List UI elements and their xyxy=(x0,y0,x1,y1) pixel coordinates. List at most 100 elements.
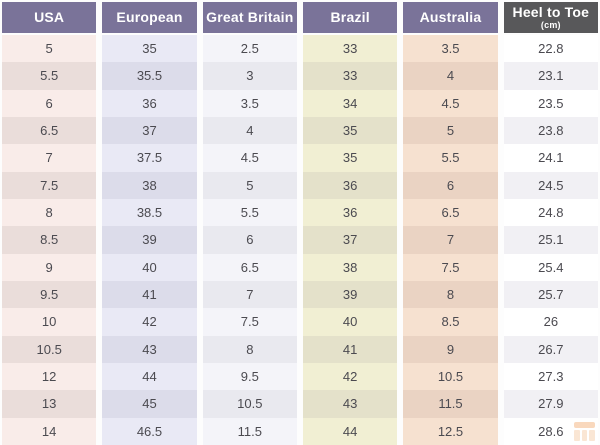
cell-european: 40 xyxy=(102,253,197,281)
cell-usa: 6 xyxy=(2,89,97,117)
cell-great_britain: 11.5 xyxy=(202,417,297,445)
cell-usa: 8.5 xyxy=(2,226,97,254)
cell-brazil: 38 xyxy=(303,253,398,281)
cell-great_britain: 3.5 xyxy=(202,89,297,117)
cell-usa: 14 xyxy=(2,417,97,445)
cell-brazil: 33 xyxy=(303,35,398,63)
column-header-australia: Australia xyxy=(403,2,498,35)
cell-european: 38.5 xyxy=(102,198,197,227)
cell-brazil: 37 xyxy=(303,226,398,254)
cell-great_britain: 2.5 xyxy=(202,35,297,63)
cell-heel_to_toe_cm: 24.5 xyxy=(503,171,598,199)
cell-european: 37.5 xyxy=(102,144,197,172)
cell-brazil: 43 xyxy=(303,390,398,418)
cell-usa: 8 xyxy=(2,198,97,227)
cell-european: 41 xyxy=(102,280,197,309)
cell-australia: 8.5 xyxy=(403,308,498,336)
cell-heel_to_toe_cm: 25.7 xyxy=(503,280,598,309)
cell-heel_to_toe_cm: 28.6 xyxy=(503,417,598,445)
cell-brazil: 36 xyxy=(303,198,398,227)
cell-australia: 4.5 xyxy=(403,89,498,117)
cell-brazil: 40 xyxy=(303,308,398,336)
brand-watermark-icon xyxy=(574,422,596,441)
cell-great_britain: 6.5 xyxy=(202,253,297,281)
cell-heel_to_toe_cm: 23.1 xyxy=(503,62,598,90)
cell-great_britain: 8 xyxy=(202,335,297,363)
column-header-unit-label: (cm) xyxy=(540,19,561,30)
cell-great_britain: 4 xyxy=(202,116,297,145)
column-header-usa: USA xyxy=(2,2,97,35)
cell-great_britain: 7.5 xyxy=(202,308,297,336)
cell-brazil: 39 xyxy=(303,280,398,309)
cell-usa: 10 xyxy=(2,308,97,336)
column-header-label: Great Britain xyxy=(206,9,294,26)
cell-australia: 6.5 xyxy=(403,198,498,227)
cell-usa: 9 xyxy=(2,253,97,281)
cell-european: 45 xyxy=(102,390,197,418)
cell-brazil: 36 xyxy=(303,171,398,199)
cell-australia: 7 xyxy=(403,226,498,254)
cell-brazil: 33 xyxy=(303,62,398,90)
cell-australia: 5 xyxy=(403,116,498,145)
cell-european: 38 xyxy=(102,171,197,199)
column-header-label: Australia xyxy=(419,9,482,26)
cell-great_britain: 3 xyxy=(202,62,297,90)
cell-great_britain: 5 xyxy=(202,171,297,199)
cell-heel_to_toe_cm: 24.1 xyxy=(503,144,598,172)
cell-heel_to_toe_cm: 22.8 xyxy=(503,35,598,63)
cell-great_britain: 5.5 xyxy=(202,198,297,227)
cell-usa: 6.5 xyxy=(2,116,97,145)
column-header-label: Heel to Toe xyxy=(512,3,590,20)
cell-heel_to_toe_cm: 23.8 xyxy=(503,116,598,145)
column-header-label: USA xyxy=(34,9,65,26)
cell-european: 35.5 xyxy=(102,62,197,90)
cell-heel_to_toe_cm: 25.4 xyxy=(503,253,598,281)
cell-australia: 8 xyxy=(403,280,498,309)
watermark-cells xyxy=(574,430,596,441)
cell-brazil: 35 xyxy=(303,116,398,145)
cell-heel_to_toe_cm: 27.9 xyxy=(503,390,598,418)
cell-european: 37 xyxy=(102,116,197,145)
cell-usa: 5 xyxy=(2,35,97,63)
cell-european: 46.5 xyxy=(102,417,197,445)
column-header-label: European xyxy=(116,9,183,26)
cell-great_britain: 9.5 xyxy=(202,362,297,391)
cell-australia: 4 xyxy=(403,62,498,90)
cell-brazil: 41 xyxy=(303,335,398,363)
cell-australia: 5.5 xyxy=(403,144,498,172)
column-header-heel-to-toe: Heel to Toe (cm) xyxy=(503,2,598,35)
cell-australia: 9 xyxy=(403,335,498,363)
column-header-european: European xyxy=(102,2,197,35)
cell-great_britain: 10.5 xyxy=(202,390,297,418)
cell-european: 36 xyxy=(102,89,197,117)
cell-australia: 12.5 xyxy=(403,417,498,445)
cell-australia: 7.5 xyxy=(403,253,498,281)
cell-european: 42 xyxy=(102,308,197,336)
cell-australia: 10.5 xyxy=(403,362,498,391)
cell-australia: 11.5 xyxy=(403,390,498,418)
watermark-bar xyxy=(574,422,595,428)
cell-great_britain: 4.5 xyxy=(202,144,297,172)
cell-usa: 9.5 xyxy=(2,280,97,309)
column-header-label: Brazil xyxy=(330,9,370,26)
cell-brazil: 34 xyxy=(303,89,398,117)
cell-usa: 5.5 xyxy=(2,62,97,90)
cell-brazil: 35 xyxy=(303,144,398,172)
cell-heel_to_toe_cm: 27.3 xyxy=(503,362,598,391)
cell-brazil: 44 xyxy=(303,417,398,445)
column-header-brazil: Brazil xyxy=(303,2,398,35)
cell-heel_to_toe_cm: 26 xyxy=(503,308,598,336)
cell-heel_to_toe_cm: 26.7 xyxy=(503,335,598,363)
cell-european: 39 xyxy=(102,226,197,254)
cell-australia: 3.5 xyxy=(403,35,498,63)
cell-european: 43 xyxy=(102,335,197,363)
cell-european: 44 xyxy=(102,362,197,391)
cell-usa: 10.5 xyxy=(2,335,97,363)
cell-heel_to_toe_cm: 24.8 xyxy=(503,198,598,227)
cell-usa: 7 xyxy=(2,144,97,172)
cell-heel_to_toe_cm: 23.5 xyxy=(503,89,598,117)
cell-usa: 12 xyxy=(2,362,97,391)
cell-great_britain: 7 xyxy=(202,280,297,309)
